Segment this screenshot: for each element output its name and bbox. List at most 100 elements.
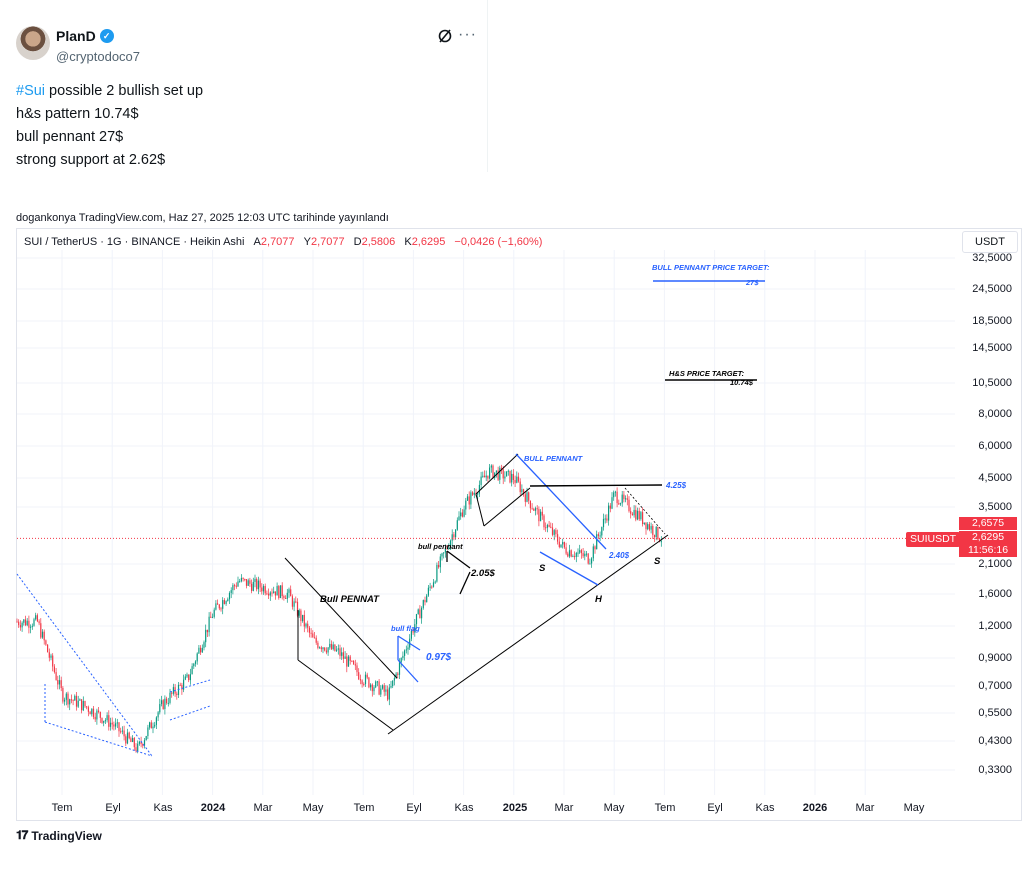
candle-body bbox=[502, 469, 504, 479]
dotted-trendline bbox=[16, 573, 153, 757]
author-name[interactable]: PlanD bbox=[56, 28, 96, 44]
candle-body bbox=[546, 525, 548, 528]
candle-body bbox=[477, 493, 479, 495]
author-name-row[interactable]: PlanD ✓ bbox=[56, 28, 114, 44]
time-axis-label: 2025 bbox=[502, 802, 528, 814]
author-handle[interactable]: @cryptodoco7 bbox=[56, 49, 141, 64]
candle-body bbox=[254, 578, 256, 582]
chart-legend: SUI / TetherUS · 1G · BINANCE · Heikin A… bbox=[24, 236, 542, 248]
head-label: H bbox=[595, 594, 602, 605]
currency-button[interactable]: USDT bbox=[962, 231, 1018, 253]
candle-body bbox=[159, 704, 161, 713]
chart-frame bbox=[16, 228, 1022, 821]
bull-pennant-lower bbox=[483, 487, 531, 527]
candle-body bbox=[218, 604, 220, 609]
candle-body bbox=[551, 527, 554, 535]
candle-body bbox=[375, 681, 377, 688]
candle-body bbox=[517, 476, 520, 482]
bull-pennant-left bbox=[475, 493, 485, 527]
candle-body bbox=[470, 492, 472, 505]
candle-body bbox=[278, 586, 280, 599]
candle-body bbox=[444, 548, 446, 553]
candle-body bbox=[657, 526, 659, 540]
candle-body bbox=[332, 644, 334, 650]
candle-body bbox=[390, 686, 392, 688]
candle-body bbox=[227, 599, 229, 602]
dotted-trendline bbox=[169, 705, 211, 721]
candle-body bbox=[580, 550, 582, 554]
time-axis-label: Kas bbox=[755, 802, 775, 814]
candle-body bbox=[516, 476, 518, 483]
candle-body bbox=[497, 470, 499, 480]
candle-body bbox=[337, 648, 339, 650]
candle-body bbox=[361, 680, 363, 685]
candle-body bbox=[113, 724, 115, 727]
legend-high-value: 2,7077 bbox=[310, 236, 345, 248]
candle-body bbox=[36, 615, 38, 622]
candle-body bbox=[449, 540, 452, 549]
candle-body bbox=[130, 738, 132, 742]
candle-body bbox=[419, 609, 421, 619]
legend-symbol[interactable]: SUI / TetherUS · 1G · BINANCE · Heikin A… bbox=[24, 236, 245, 248]
candle-body bbox=[60, 680, 62, 688]
candle-body bbox=[307, 623, 309, 628]
candle-body bbox=[242, 577, 244, 580]
candle-body bbox=[570, 550, 572, 557]
candle-body bbox=[499, 467, 501, 480]
candle-body bbox=[69, 699, 71, 705]
candle-body bbox=[132, 738, 134, 742]
dotted-trendline bbox=[169, 679, 211, 693]
pennant-lower-line bbox=[297, 659, 394, 731]
candle-body bbox=[269, 592, 271, 596]
tradingview-logo[interactable]: 𝟏𝟕 TradingView bbox=[16, 828, 102, 843]
grok-icon[interactable] bbox=[437, 28, 453, 44]
price-axis-label: 6,0000 bbox=[978, 440, 1012, 452]
legend-low-value: 2,5806 bbox=[361, 236, 396, 248]
candle-body bbox=[23, 619, 25, 623]
candle-body bbox=[558, 541, 560, 548]
small-pennant-lower bbox=[459, 571, 471, 595]
candle-body bbox=[383, 685, 385, 692]
candle-body bbox=[523, 489, 525, 495]
candle-body bbox=[312, 633, 314, 638]
candle-body bbox=[142, 744, 144, 746]
symbol-price-tag[interactable]: SUIUSDT bbox=[906, 532, 961, 547]
more-icon[interactable]: ··· bbox=[458, 26, 477, 43]
candle-body bbox=[601, 527, 603, 536]
hs-target-label: H&S PRICE TARGET: bbox=[669, 369, 745, 378]
price-axis-label: 2,1000 bbox=[978, 558, 1012, 570]
candle-body bbox=[38, 621, 40, 624]
candle-body bbox=[448, 548, 450, 550]
candle-body bbox=[259, 580, 261, 588]
candle-body bbox=[553, 530, 555, 535]
candle-body bbox=[370, 684, 372, 688]
price-axis-label: 0,9000 bbox=[978, 652, 1012, 664]
candle-body bbox=[150, 722, 152, 729]
candle-body bbox=[62, 687, 64, 702]
time-axis-label: May bbox=[903, 802, 925, 814]
candle-body bbox=[252, 581, 254, 591]
candle-body bbox=[58, 680, 61, 685]
candle-body bbox=[310, 632, 312, 634]
candle-body bbox=[366, 674, 368, 678]
candle-body bbox=[650, 526, 652, 530]
avatar[interactable] bbox=[16, 26, 50, 60]
candle-body bbox=[594, 546, 596, 550]
candle-body bbox=[325, 650, 327, 653]
candle-body bbox=[506, 471, 508, 477]
candle-body bbox=[184, 676, 186, 680]
candle-body bbox=[494, 472, 496, 479]
candle-body bbox=[330, 643, 333, 650]
candle-body bbox=[415, 614, 418, 625]
candle-body bbox=[96, 710, 98, 720]
candle-body bbox=[152, 726, 154, 729]
candle-body bbox=[621, 494, 623, 504]
candle-body bbox=[412, 631, 414, 633]
candle-body bbox=[638, 510, 640, 520]
candle-body bbox=[157, 712, 159, 718]
candle-body bbox=[628, 499, 630, 512]
hashtag-link[interactable]: #Sui bbox=[16, 83, 46, 99]
candle-body bbox=[616, 491, 618, 504]
candle-body bbox=[376, 681, 378, 683]
